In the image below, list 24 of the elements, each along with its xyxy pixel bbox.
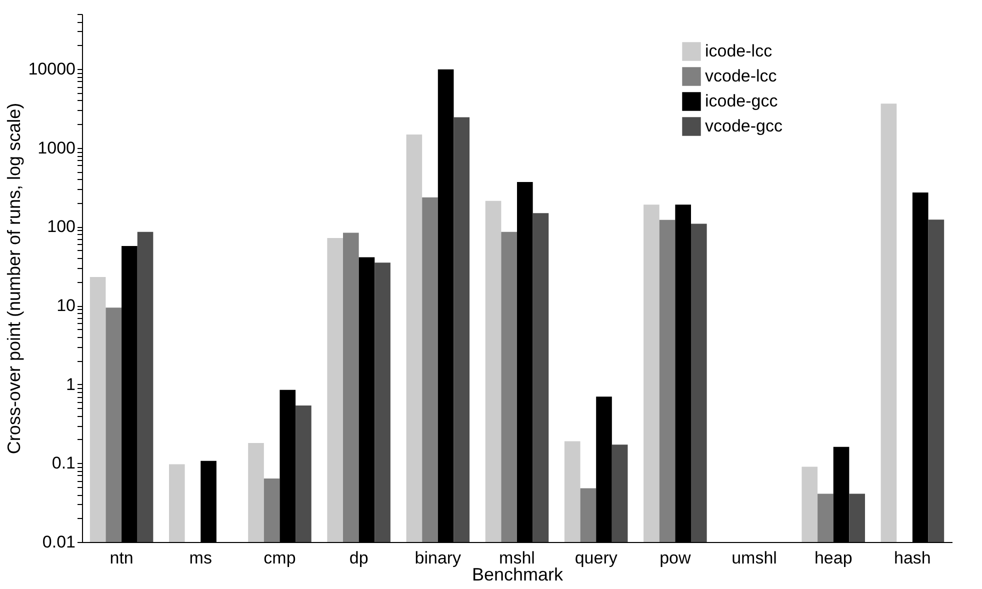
x-tick-label: binary: [414, 548, 462, 568]
y-tick-label: 1000: [38, 138, 76, 158]
legend-label: icode-gcc: [705, 92, 778, 110]
x-tick-label: cmp: [264, 548, 296, 568]
legend-label: vcode-lcc: [705, 66, 778, 86]
x-tick-label: pow: [660, 548, 692, 568]
y-tick-label: 0.01: [42, 532, 76, 552]
y-tick-label: 1: [66, 374, 76, 394]
legend-label: icode-lcc: [705, 42, 773, 60]
x-tick-label: hash: [894, 548, 931, 568]
x-tick-label: ms: [189, 548, 212, 568]
x-tick-label: heap: [814, 548, 852, 568]
x-tick-label: dp: [349, 548, 368, 568]
x-tick-label: umshl: [732, 548, 777, 568]
x-tick-label: mshl: [499, 548, 535, 568]
legend-label: vcode-gcc: [705, 116, 783, 136]
x-axis-title: Benchmark: [472, 564, 564, 584]
x-tick-label: ntn: [110, 548, 134, 568]
y-tick-label: 0.1: [52, 454, 76, 473]
y-tick-label: 10000: [28, 60, 76, 79]
y-tick-label: 100: [47, 217, 76, 236]
y-axis-title: Cross-over point (number of runs, log scale): [4, 102, 24, 454]
x-tick-label: query: [574, 548, 618, 568]
y-tick-label: 10: [56, 296, 76, 316]
